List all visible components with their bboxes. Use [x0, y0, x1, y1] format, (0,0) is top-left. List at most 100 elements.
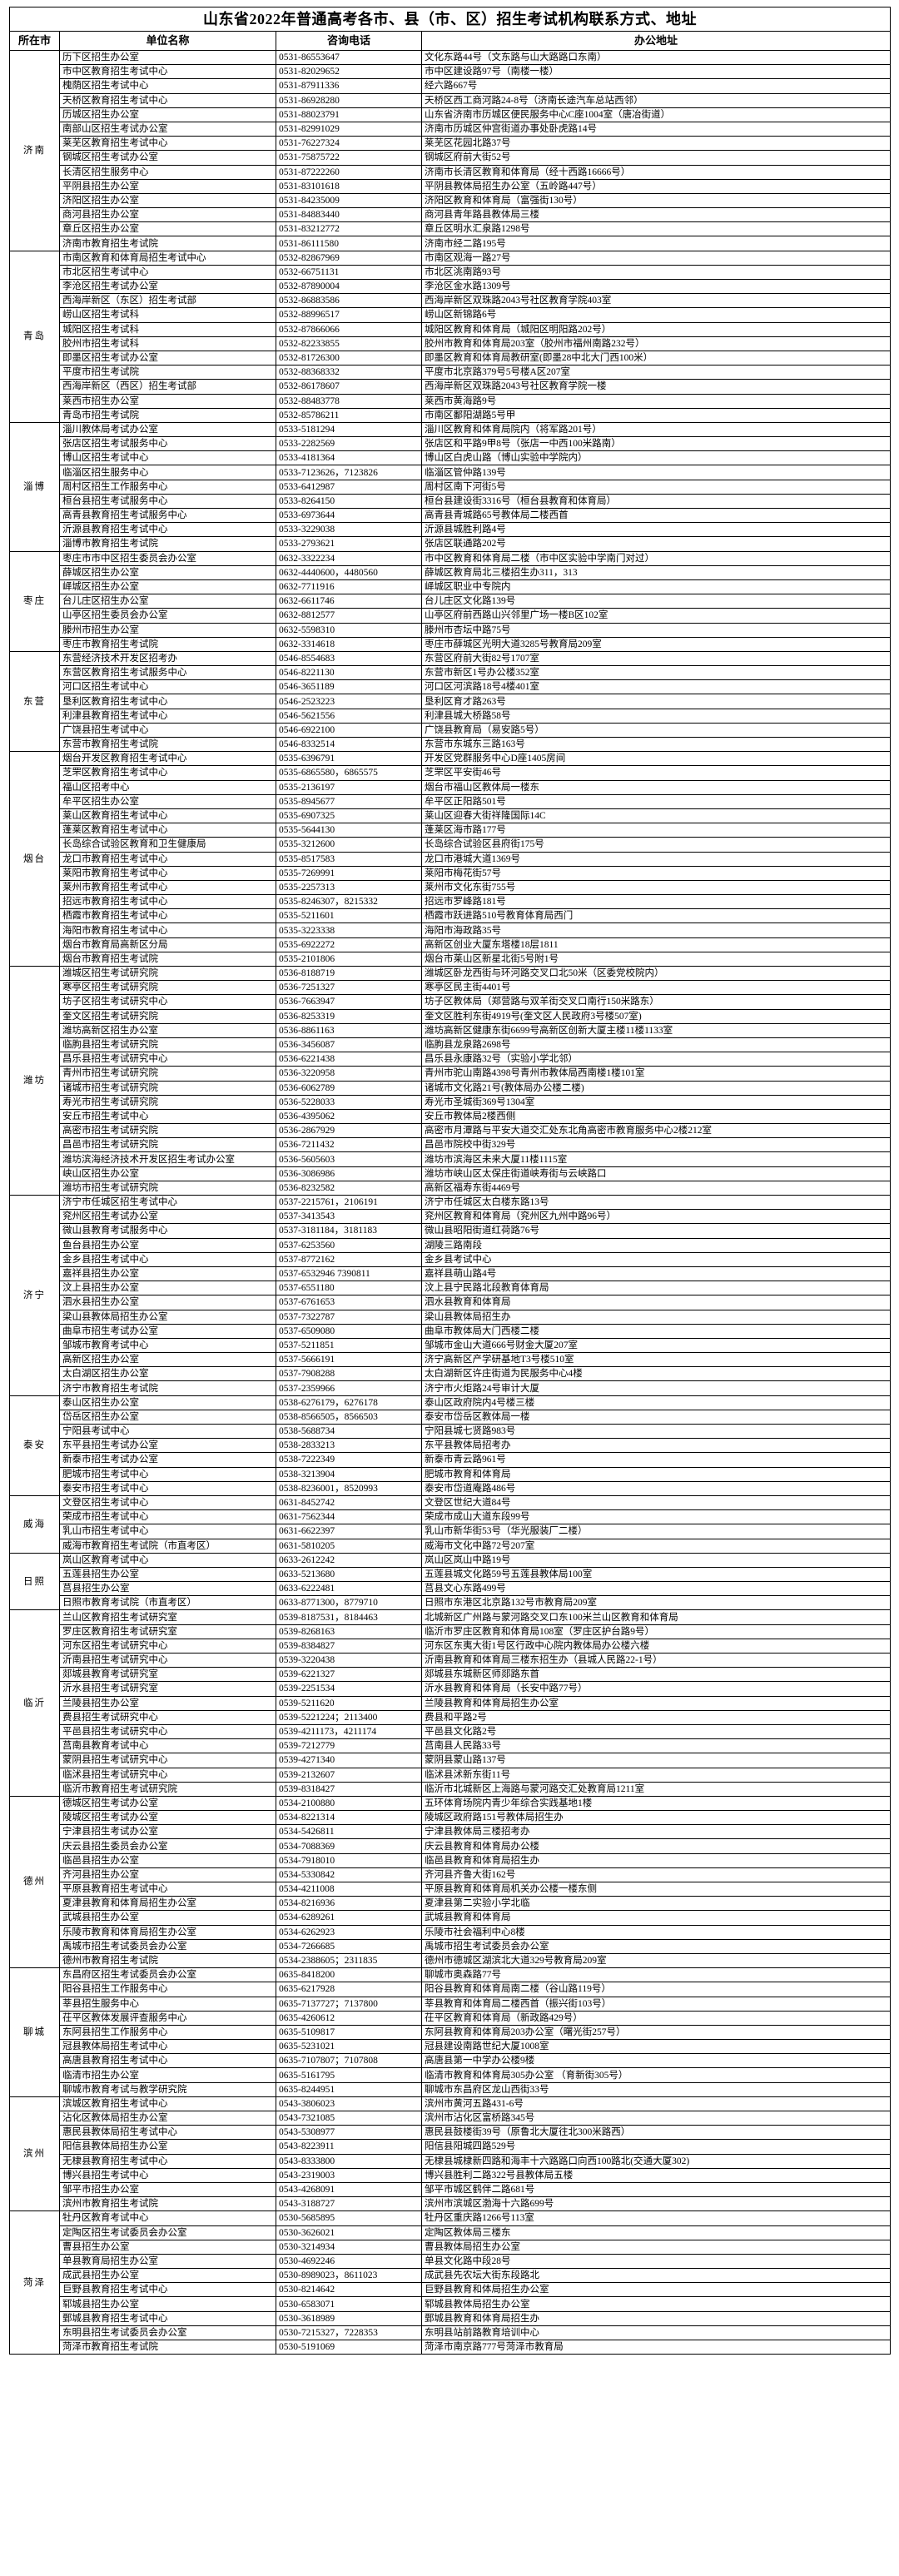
address-cell: 肥城市教育和体育局 [421, 1466, 891, 1482]
phone-cell: 0536-7251327 [276, 980, 422, 996]
table-row: 崂山区招生考试科 0532-88996517 崂山区新锦路6号 [10, 307, 891, 323]
table-row: 潍坊滨海经济技术开发区招生考试办公室 0536-5605603 潍坊市滨海区未来大厦… [10, 1151, 891, 1167]
unit-name-cell: 海阳市教育招生考试中心 [59, 922, 276, 938]
phone-cell: 0539-5221224；2113400 [276, 1709, 422, 1725]
table-row: 茌平区教体发展评查服务中心 0635-4260612 茌平区教育和体育局（新政路42… [10, 2010, 891, 2026]
unit-name-cell: 博山区招生考试中心 [59, 450, 276, 466]
table-row: 泰安市招生考试中心 0538-8236001，8520993 泰安市岱道庵路486号 [10, 1480, 891, 1496]
address-cell: 垦利区育才路263号 [421, 694, 891, 709]
phone-cell: 0537-5666191 [276, 1352, 422, 1368]
phone-cell: 0531-83101618 [276, 178, 422, 194]
address-cell: 临沂市罗庄区教育和体育局108室（罗庄区护台路9号） [421, 1624, 891, 1639]
unit-name-cell: 潍坊高新区招生办公室 [59, 1022, 276, 1038]
table-row: 西海岸新区（西区）招生考试部 0532-86178607 西海岸新区双珠路2043号… [10, 379, 891, 395]
address-cell: 平邑县文化路2号 [421, 1723, 891, 1740]
unit-name-cell: 菏泽市教育招生考试院 [59, 2339, 276, 2355]
unit-name-cell: 沂源县教育招生考试中心 [59, 522, 276, 538]
address-cell: 潍城区卧龙西街与环河路交叉口北50米（区委党校院内） [421, 965, 891, 982]
unit-name-cell: 郓城县招生办公室 [59, 2296, 276, 2312]
table-row: 日照市教育考试院（市直考区） 0633-8771300，8779710 日照市东港区… [10, 1595, 891, 1611]
unit-name-cell: 莱州市教育招生考试中心 [59, 879, 276, 896]
phone-cell: 0534-2100880 [276, 1795, 422, 1812]
address-cell: 桓台县建设街3316号（桓台县教育和体育局） [421, 493, 891, 510]
phone-cell: 0537-2215761，2106191 [276, 1194, 422, 1211]
address-cell: 齐河县齐鲁大街162号 [421, 1867, 891, 1883]
table-row: 东明县招生考试委员会办公室 0530-7215327，7228353 东明县站前路教… [10, 2325, 891, 2341]
phone-cell: 0533-6412987 [276, 479, 422, 495]
phone-cell: 0635-7137727；7137800 [276, 1996, 422, 2012]
city-cell: 泰安 [9, 1395, 60, 1496]
phone-cell: 0635-5231021 [276, 2039, 422, 2055]
column-header-address: 办公地址 [421, 31, 891, 51]
phone-cell: 0536-5228033 [276, 1094, 422, 1110]
unit-name-cell: 桓台县招生考试服务中心 [59, 493, 276, 510]
table-row: 高唐县教育招生考试中心 0635-7107807；7107808 高唐县第一中学办公… [10, 2053, 891, 2069]
phone-cell: 0631-6622397 [276, 1524, 422, 1539]
phone-cell: 0539-3220438 [276, 1652, 422, 1668]
phone-cell: 0531-87911336 [276, 78, 422, 94]
address-cell: 市南区观海一路27号 [421, 250, 891, 266]
table-row: 栖霞市教育招生考试中心 0535-5211601 栖霞市跃进路510号教育体育局西门 [10, 908, 891, 924]
phone-cell: 0632-4440600，4480560 [276, 564, 422, 580]
phone-cell: 0530-6583071 [276, 2296, 422, 2312]
unit-name-cell: 五莲县招生办公室 [59, 1566, 276, 1583]
unit-name-cell: 安丘市招生考试中心 [59, 1108, 276, 1125]
phone-cell: 0546-3651189 [276, 679, 422, 695]
table-row: 单县教育局招生办公室 0530-4692246 单县文化路中段28号 [10, 2253, 891, 2270]
phone-cell: 0535-3223338 [276, 922, 422, 938]
unit-name-cell: 莒县招生办公室 [59, 1581, 276, 1597]
unit-name-cell: 东营经济技术开发区招考办 [59, 650, 276, 667]
phone-cell: 0546-8554683 [276, 650, 422, 667]
phone-cell: 0538-3213904 [276, 1466, 422, 1482]
phone-cell: 0537-6532946 7390811 [276, 1266, 422, 1282]
address-cell: 峄城区职业中专院内 [421, 579, 891, 595]
unit-name-cell: 泰山区招生办公室 [59, 1395, 276, 1410]
unit-name-cell: 郯城县教育考试研究室 [59, 1667, 276, 1683]
phone-cell: 0631-7562344 [276, 1509, 422, 1525]
unit-name-cell: 罗庄区教育招生考试研究室 [59, 1624, 276, 1639]
address-cell: 德州市德城区湖滨北大道329号教育局209室 [421, 1952, 891, 1969]
phone-cell: 0635-5161795 [276, 2067, 422, 2083]
table-row: 乐陵市教育和体育局招生办公室 0534-6262923 乐陵市社会福利中心8楼 [10, 1924, 891, 1940]
table-row: 河口区招生考试中心 0546-3651189 河口区河滨路18号4楼401室 [10, 679, 891, 695]
address-cell: 沂水县教育和体育局（长安中路77号） [421, 1681, 891, 1697]
unit-name-cell: 乳山市招生考试中心 [59, 1524, 276, 1539]
address-cell: 东明县站前路教育培训中心 [421, 2325, 891, 2341]
table-row: 平度市招生考试院 0532-88368332 平度市北京路379号5号楼A区207室 [10, 365, 891, 380]
phone-cell: 0537-7908288 [276, 1366, 422, 1382]
unit-name-cell: 坊子区招生考试研究中心 [59, 994, 276, 1010]
unit-name-cell: 莒南县教育考试中心 [59, 1738, 276, 1754]
phone-cell: 0530-5685895 [276, 2210, 422, 2226]
unit-name-cell: 威海市教育招生考试院（市直考区） [59, 1538, 276, 1554]
phone-cell: 0635-7107807；7107808 [276, 2053, 422, 2069]
table-row: 高新区招生办公室 0537-5666191 济宁高新区产学研基地T3号楼510室 [10, 1352, 891, 1368]
unit-name-cell: 荣成市招生考试中心 [59, 1509, 276, 1525]
table-row: 周村区招生工作服务中心 0533-6412987 周村区南下河街5号 [10, 479, 891, 495]
unit-name-cell: 岱岳区招生办公室 [59, 1409, 276, 1425]
address-cell: 滨州市滨城区渤海十六路699号 [421, 2196, 891, 2212]
unit-name-cell: 龙口市教育招生考试中心 [59, 851, 276, 867]
table-row: 太白湖区招生办公室 0537-7908288 太白湖新区许庄街道为民服务中心4楼 [10, 1366, 891, 1382]
phone-cell: 0531-83212772 [276, 221, 422, 237]
table-row: 威海 文登区招生考试中心 0631-8452742 文登区世纪大道84号 [9, 1494, 891, 1554]
address-cell: 台儿庄区文化路139号 [421, 594, 891, 609]
address-cell: 经六路667号 [421, 78, 891, 94]
unit-name-cell: 利津县教育招生考试中心 [59, 708, 276, 724]
unit-name-cell: 淄博市教育招生考试院 [59, 536, 276, 552]
phone-cell: 0633-5213680 [276, 1566, 422, 1583]
city-cell: 菏泽 [9, 2210, 60, 2355]
phone-cell: 0546-8221130 [276, 665, 422, 681]
address-cell: 菏泽市南京路777号菏泽市教育局 [421, 2339, 891, 2355]
table-row: 夏津县教育和体育局招生办公室 0534-8216936 夏津县第二实验小学北临 [10, 1896, 891, 1912]
unit-name-cell: 临沭县招生考试研究中心 [59, 1767, 276, 1783]
unit-name-cell: 西海岸新区（西区）招生考试部 [59, 379, 276, 395]
address-cell: 兖州区教育和体育局（兖州区九州中路96号） [421, 1209, 891, 1225]
table-row: 鱼台县招生办公室 0537-6253560 湖陵三路南段 [10, 1237, 891, 1253]
unit-name-cell: 青州市招生考试研究院 [59, 1066, 276, 1082]
unit-name-cell: 枣庄市市中区招生委员会办公室 [59, 550, 276, 566]
table-row: 奎文区招生考试研究院 0536-8253319 奎文区胜利东街4919号(奎文区人民… [10, 1008, 891, 1024]
table-row: 天桥区教育招生考试中心 0531-86928280 天桥区西工商河路24-8号（济南… [10, 92, 891, 108]
city-cell: 滨州 [9, 2096, 60, 2212]
address-cell: 即墨区教育和体育局教研室(即墨28中北大门西100米） [421, 350, 891, 366]
table-row: 郯城县教育考试研究室 0539-6221327 郯城县东城新区师郯路东首 [10, 1667, 891, 1683]
